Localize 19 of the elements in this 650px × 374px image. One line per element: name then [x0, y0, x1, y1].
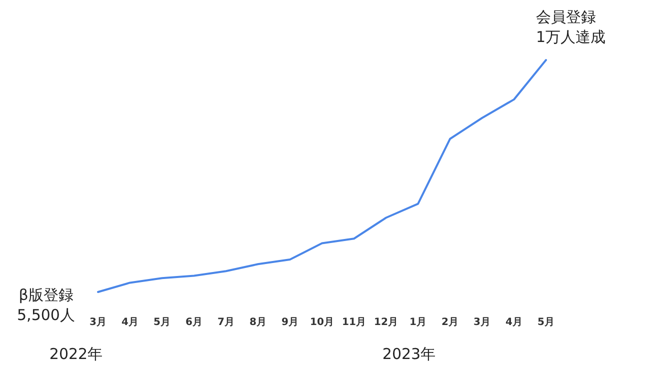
x-tick-label: 3月 [474, 317, 490, 328]
x-tick-label: 2月 [442, 317, 458, 328]
x-tick-label: 9月 [282, 317, 298, 328]
x-tick-label: 5月 [154, 317, 170, 328]
x-tick-label: 3月 [90, 317, 106, 328]
text: β版登録 5,500人 [17, 286, 75, 324]
x-tick-label: 12月 [374, 317, 398, 328]
x-tick-label: 10月 [310, 317, 334, 328]
x-tick-label: 8月 [250, 317, 266, 328]
x-tick-label: 1月 [410, 317, 426, 328]
text: 2022年 [49, 345, 103, 363]
text: 2023年 [382, 345, 436, 363]
x-tick-label: 7月 [218, 317, 234, 328]
x-tick-label: 5月 [538, 317, 554, 328]
text: 会員登録 1万人達成 [536, 8, 606, 46]
x-tick-label: 4月 [122, 317, 138, 328]
x-tick-label: 4月 [506, 317, 522, 328]
x-tick-label: 6月 [186, 317, 202, 328]
x-tick-label: 11月 [342, 317, 366, 328]
